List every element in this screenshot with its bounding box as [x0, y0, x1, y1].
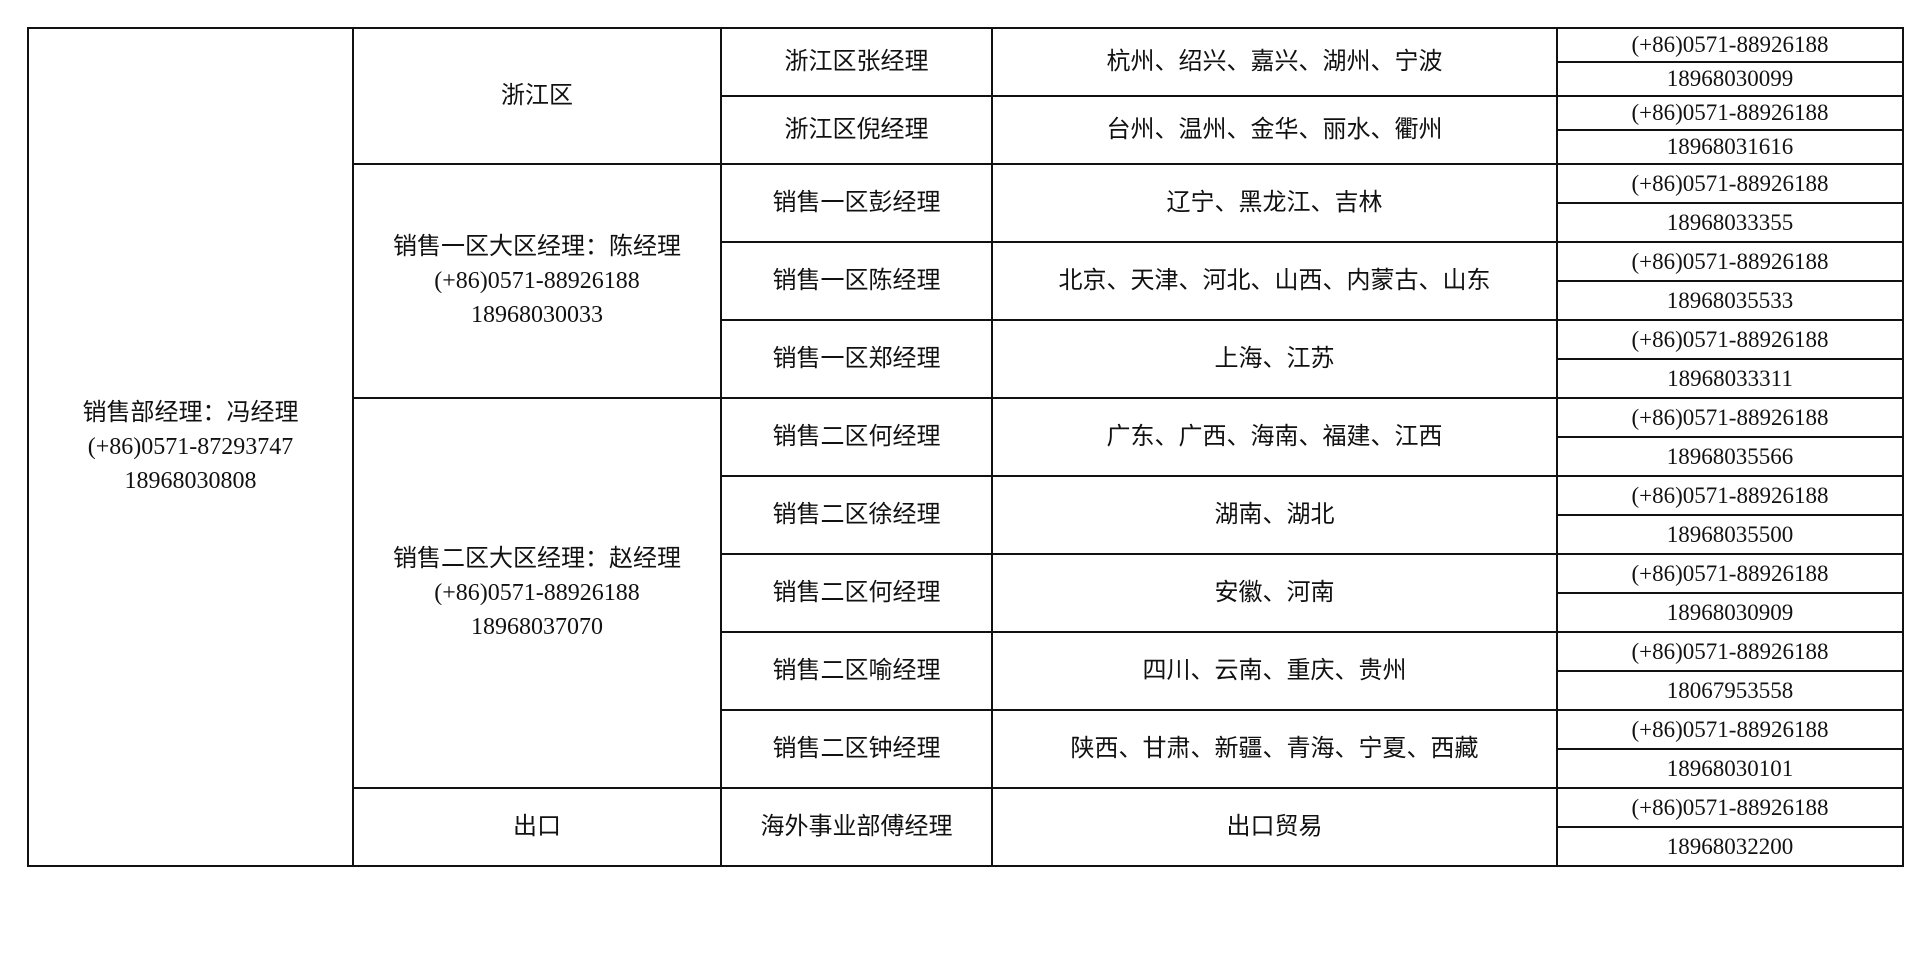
- sales-contact-table: 销售部经理：冯经理 (+86)0571-87293747 18968030808…: [27, 27, 1904, 867]
- manager-areas: 北京、天津、河北、山西、内蒙古、山东: [991, 241, 1558, 321]
- manager-mobile: 18968030099: [1556, 61, 1904, 97]
- manager-areas: 广东、广西、海南、福建、江西: [991, 397, 1558, 477]
- manager-phone: (+86)0571-88926188: [1556, 475, 1904, 516]
- manager-phone: (+86)0571-88926188: [1556, 397, 1904, 438]
- sales-head-phone: (+86)0571-87293747: [87, 434, 294, 460]
- manager-name: 销售一区彭经理: [720, 163, 993, 243]
- manager-mobile: 18968035500: [1556, 514, 1904, 555]
- manager-name: 销售二区喻经理: [720, 631, 993, 711]
- manager-name: 浙江区张经理: [720, 27, 993, 97]
- manager-name: 海外事业部傅经理: [720, 787, 993, 867]
- region-name: 出口: [513, 814, 561, 840]
- manager-areas: 上海、江苏: [991, 319, 1558, 399]
- manager-phone: (+86)0571-88926188: [1556, 27, 1904, 63]
- table-row: 销售一区陈经理 北京、天津、河北、山西、内蒙古、山东 (+86)0571-889…: [28, 241, 1904, 321]
- table-row: 销售二区徐经理 湖南、湖北 (+86)0571-88926188: [28, 475, 1904, 555]
- table-row: 销售二区钟经理 陕西、甘肃、新疆、青海、宁夏、西藏 (+86)0571-8892…: [28, 709, 1904, 789]
- table-row: 销售二区何经理 安徽、河南 (+86)0571-88926188: [28, 553, 1904, 633]
- manager-phone: (+86)0571-88926188: [1556, 163, 1904, 204]
- table-row: 18968030909: [28, 592, 1904, 633]
- manager-mobile: 18968032200: [1556, 826, 1904, 867]
- table-row: 18968035533: [28, 280, 1904, 321]
- manager-areas: 台州、温州、金华、丽水、衢州: [991, 95, 1558, 165]
- region-mobile: 18968037070: [471, 614, 603, 640]
- manager-name: 销售二区何经理: [720, 397, 993, 477]
- manager-mobile: 18968035566: [1556, 436, 1904, 477]
- manager-areas: 湖南、湖北: [991, 475, 1558, 555]
- sales-head-cell: 销售部经理：冯经理 (+86)0571-87293747 18968030808: [27, 27, 354, 867]
- table-row: 销售二区喻经理 四川、云南、重庆、贵州 (+86)0571-88926188: [28, 631, 1904, 711]
- region-cell: 出口: [352, 787, 722, 867]
- manager-mobile: 18067953558: [1556, 670, 1904, 711]
- table-row: 销售部经理：冯经理 (+86)0571-87293747 18968030808…: [27, 27, 1904, 867]
- table-row: 出口 海外事业部傅经理 出口贸易 (+86)0571-88926188: [28, 787, 1904, 867]
- table-row: 销售二区大区经理：赵经理 (+86)0571-88926188 1896803707…: [28, 397, 1904, 789]
- manager-areas: 辽宁、黑龙江、吉林: [991, 163, 1558, 243]
- manager-phone: (+86)0571-88926188: [1556, 631, 1904, 672]
- manager-phone: (+86)0571-88926188: [1556, 709, 1904, 750]
- table-row: 浙江区倪经理 台州、温州、金华、丽水、衢州 (+86)0571-88926188: [28, 95, 1904, 165]
- table-row: 销售一区大区经理：陈经理 (+86)0571-88926188 1896803003…: [28, 163, 1904, 399]
- manager-mobile: 18968033311: [1556, 358, 1904, 399]
- table-row: 18968035500: [28, 514, 1904, 555]
- table-row: 18968035566: [28, 436, 1904, 477]
- sales-head-mobile: 18968030808: [124, 468, 257, 494]
- manager-mobile: 18968031616: [1556, 129, 1904, 165]
- table-row: 18067953558: [28, 670, 1904, 711]
- manager-phone: (+86)0571-88926188: [1556, 319, 1904, 360]
- table-row: 18968032200: [28, 826, 1904, 867]
- manager-name: 销售二区徐经理: [720, 475, 993, 555]
- region-cell: 销售二区大区经理：赵经理 (+86)0571-88926188 1896803707…: [352, 397, 722, 789]
- region-phone: (+86)0571-88926188: [434, 580, 640, 606]
- table-row: 销售一区郑经理 上海、江苏 (+86)0571-88926188: [28, 319, 1904, 399]
- manager-areas: 杭州、绍兴、嘉兴、湖州、宁波: [991, 27, 1558, 97]
- manager-areas: 陕西、甘肃、新疆、青海、宁夏、西藏: [991, 709, 1558, 789]
- manager-name: 销售一区陈经理: [720, 241, 993, 321]
- region-mobile: 18968030033: [471, 302, 603, 328]
- table-row: 18968033311: [28, 358, 1904, 399]
- sales-head-title: 销售部经理：冯经理: [82, 400, 299, 426]
- region-name: 销售一区大区经理：陈经理: [393, 234, 681, 260]
- manager-phone: (+86)0571-88926188: [1556, 241, 1904, 282]
- manager-name: 销售二区何经理: [720, 553, 993, 633]
- manager-mobile: 18968035533: [1556, 280, 1904, 321]
- manager-phone: (+86)0571-88926188: [1556, 95, 1904, 131]
- region-cell: 销售一区大区经理：陈经理 (+86)0571-88926188 1896803003…: [352, 163, 722, 399]
- manager-name: 销售二区钟经理: [720, 709, 993, 789]
- region-name: 销售二区大区经理：赵经理: [393, 546, 681, 572]
- manager-areas: 安徽、河南: [991, 553, 1558, 633]
- region-name: 浙江区: [501, 83, 573, 109]
- table-row: 18968033355: [28, 202, 1904, 243]
- manager-name: 浙江区倪经理: [720, 95, 993, 165]
- manager-mobile: 18968033355: [1556, 202, 1904, 243]
- manager-areas: 四川、云南、重庆、贵州: [991, 631, 1558, 711]
- manager-areas: 出口贸易: [991, 787, 1558, 867]
- region-phone: (+86)0571-88926188: [434, 268, 640, 294]
- manager-phone: (+86)0571-88926188: [1556, 553, 1904, 594]
- manager-name: 销售一区郑经理: [720, 319, 993, 399]
- table-row: 18968030101: [28, 748, 1904, 789]
- table-row: 18968031616: [28, 129, 1904, 165]
- region-cell: 浙江区: [352, 27, 722, 165]
- manager-mobile: 18968030101: [1556, 748, 1904, 789]
- manager-mobile: 18968030909: [1556, 592, 1904, 633]
- table-row: 18968030099: [28, 61, 1904, 97]
- manager-phone: (+86)0571-88926188: [1556, 787, 1904, 828]
